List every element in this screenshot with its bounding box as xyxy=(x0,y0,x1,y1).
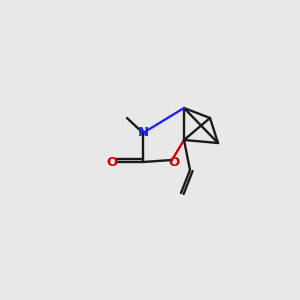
Text: O: O xyxy=(168,157,180,169)
Text: O: O xyxy=(106,155,118,169)
Text: N: N xyxy=(137,127,148,140)
